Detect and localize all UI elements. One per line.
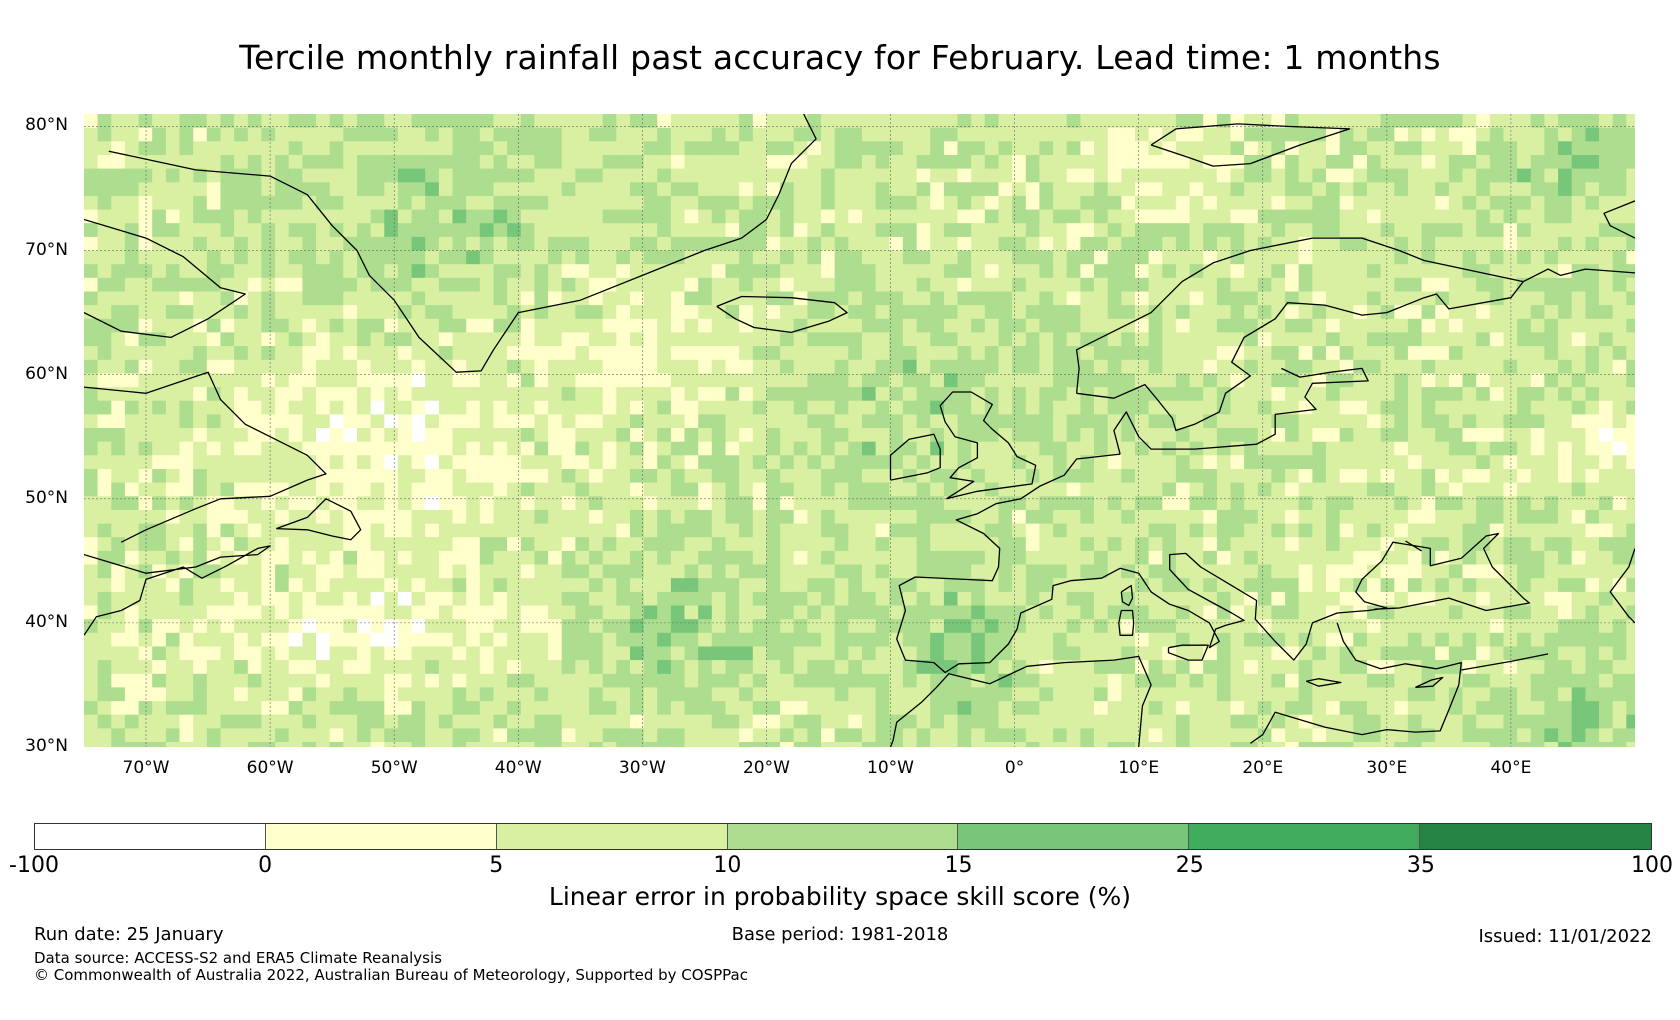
coastline-segment <box>1113 367 1369 455</box>
longitude-label: 20°W <box>742 758 790 778</box>
longitude-label: 10°W <box>867 758 914 778</box>
coastline-segment <box>1150 123 1351 167</box>
coastline-segment <box>84 545 271 636</box>
data-source: Data source: ACCESS-S2 and ERA5 Climate … <box>34 949 442 967</box>
coastline-segment <box>276 498 362 541</box>
coastline-segment <box>84 218 246 339</box>
coastline-segment <box>896 453 1531 674</box>
skill-cells <box>84 114 1635 747</box>
colorbar-tick-label: 15 <box>944 853 973 878</box>
latitude-label: 50°N <box>25 487 68 508</box>
colorbar-segment <box>496 824 728 849</box>
coastline-segment <box>1075 237 1524 432</box>
coastline-segment <box>1118 609 1135 636</box>
colorbar-tick-label: 0 <box>258 853 273 878</box>
coastline-segment <box>889 655 1152 747</box>
coastline-segment <box>1120 584 1134 607</box>
latitude-label: 40°N <box>25 611 68 632</box>
graticule <box>84 114 1635 747</box>
coastline-segment <box>716 295 848 334</box>
colorbar-tick-label: 5 <box>489 853 504 878</box>
latitude-label: 80°N <box>25 115 68 136</box>
colorbar-segment <box>1189 824 1421 849</box>
colorbar-tick-label: 35 <box>1406 853 1435 878</box>
colorbar-tick-label: 100 <box>1631 853 1673 878</box>
longitude-label: 0° <box>1004 758 1025 778</box>
coastline-segment <box>108 114 817 373</box>
coastline-segment <box>1603 200 1635 239</box>
colorbar <box>34 823 1652 850</box>
coastline-segment <box>1167 644 1209 661</box>
coastline-segment <box>1250 622 1462 744</box>
issued-date: Issued: 11/01/2022 <box>1478 926 1652 947</box>
longitude-label: 30°W <box>618 758 666 778</box>
coastline-segment <box>1405 540 1422 552</box>
latitude-label: 70°N <box>25 239 68 260</box>
run-date: Run date: 25 January <box>34 924 224 945</box>
longitude-label: 40°E <box>1490 758 1532 778</box>
coastline-segment <box>84 371 327 543</box>
coastline-segment <box>1523 268 1635 283</box>
longitude-label: 40°W <box>494 758 542 778</box>
longitude-label: 20°E <box>1242 758 1284 778</box>
colorbar-segment <box>727 824 959 849</box>
coastline-segment <box>1461 653 1549 671</box>
colorbar-tick-label: -100 <box>9 853 59 878</box>
longitude-label: 10°E <box>1118 758 1160 778</box>
longitude-label: 30°E <box>1366 758 1408 778</box>
base-period: Base period: 1981-2018 <box>731 924 949 945</box>
chart-title: Tercile monthly rainfall past accuracy f… <box>239 38 1441 77</box>
coastline-segment <box>939 391 1037 500</box>
longitude-label: 50°W <box>370 758 418 778</box>
longitude-label: 70°W <box>122 758 170 778</box>
colorbar-segment <box>265 824 497 849</box>
colorbar-tick-label: 10 <box>713 853 742 878</box>
coastline-segment <box>1415 676 1444 689</box>
skill-score-map <box>84 114 1635 747</box>
coastline-segment <box>1609 548 1635 624</box>
map-canvas <box>84 114 1635 747</box>
coastlines <box>84 114 1635 747</box>
colorbar-segment <box>35 824 266 849</box>
coastline-segment <box>1305 678 1342 687</box>
colorbar-segment <box>1420 824 1651 849</box>
coastline-segment <box>889 433 941 481</box>
longitude-label: 60°W <box>246 758 294 778</box>
colorbar-segment <box>958 824 1190 849</box>
colorbar-label: Linear error in probability space skill … <box>548 882 1132 911</box>
latitude-label: 30°N <box>25 736 68 756</box>
copyright: © Commonwealth of Australia 2022, Austra… <box>34 966 748 984</box>
latitude-label: 60°N <box>25 363 68 384</box>
colorbar-tick-label: 25 <box>1175 853 1204 878</box>
